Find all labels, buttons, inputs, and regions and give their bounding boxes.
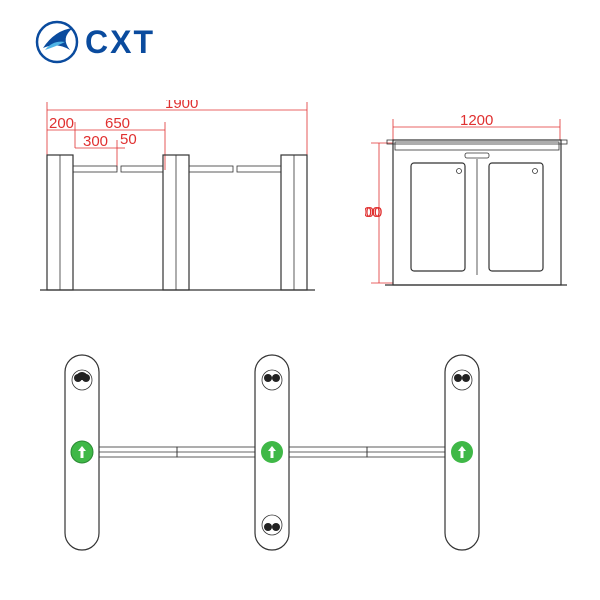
front-elevation-diagram: 1900 200 650 300 50 — [35, 100, 325, 300]
brand-logo: CXT — [35, 20, 155, 65]
dim-gate-gap: 50 — [120, 131, 137, 148]
dim-overall-width: 1900 — [165, 100, 198, 112]
dim-gate-width: 650 — [105, 115, 130, 132]
dim-side-width: 1200 — [460, 115, 493, 129]
logo-icon — [35, 20, 80, 65]
dim-pillar-width: 200 — [49, 115, 74, 132]
side-view-diagram: 1200 1000 1000 — [365, 115, 575, 305]
svg-text:1000: 1000 — [365, 204, 380, 221]
dim-gate-short: 300 — [83, 133, 108, 150]
logo-text: CXT — [85, 24, 155, 61]
top-view-diagram — [35, 340, 565, 570]
